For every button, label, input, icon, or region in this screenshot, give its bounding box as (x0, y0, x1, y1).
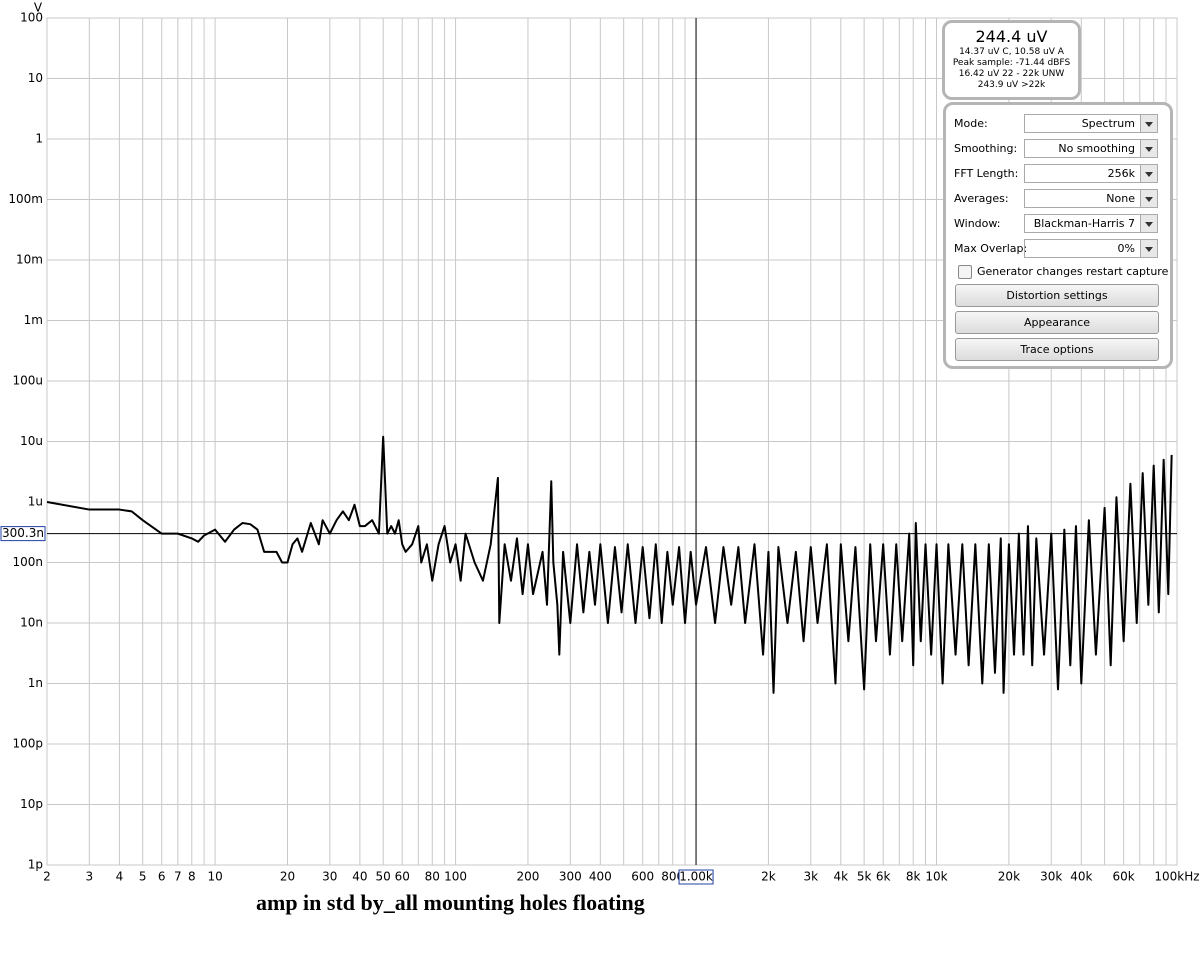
checkbox-label: Generator changes restart capture (977, 265, 1169, 278)
x-tick-label: 3k (803, 870, 818, 884)
dropdown-arrow[interactable] (1145, 247, 1153, 252)
x-tick-label: 7 (174, 870, 182, 884)
readout-line: Peak sample: -71.44 dBFS (952, 58, 1071, 68)
dropdown[interactable]: Spectrum (1024, 114, 1158, 133)
y-tick-label: 1u (28, 495, 43, 509)
button[interactable]: Trace options (955, 338, 1159, 361)
setting-label: Window: (954, 217, 1001, 230)
x-tick-label: 30k (1040, 870, 1062, 884)
y-tick-label: 10p (20, 797, 43, 811)
x-tick-label: 20 (280, 870, 295, 884)
dropdown-arrow[interactable] (1145, 197, 1153, 202)
x-tick-label: 5k (857, 870, 872, 884)
cursor-y-box (0, 526, 46, 542)
chart-title: amp in std by_all mounting holes floatin… (256, 890, 645, 915)
dropdown-arrow[interactable] (1145, 147, 1153, 152)
setting-label: FFT Length: (954, 167, 1019, 180)
x-tick-label: 8 (188, 870, 196, 884)
trace (46, 435, 1173, 694)
x-tick-label: 10 (207, 870, 222, 884)
setting-label: Mode: (954, 117, 988, 130)
y-tick-label: 1m (24, 313, 43, 327)
x-tick-label: 2k (761, 870, 776, 884)
y-tick-label: 100 (20, 11, 43, 25)
y-tick-label: 10 (28, 71, 43, 85)
x-tick-label: 100 (444, 870, 467, 884)
y-unit: V (34, 1, 43, 15)
checkbox[interactable] (958, 265, 972, 279)
x-tick-label: 80 (425, 870, 440, 884)
settings-panel: Mode: Spectrum Smoothing: No smoothing FFT L… (943, 102, 1173, 369)
x-tick-label: 40 (352, 870, 367, 884)
cursor-y-label: 300.3n (2, 526, 44, 540)
dropdown[interactable]: None (1024, 189, 1158, 208)
button[interactable]: Appearance (955, 311, 1159, 334)
y-tick-label: 100n (12, 555, 43, 569)
x-tick-label: 60k (1113, 870, 1135, 884)
readout-line: 16.42 uV 22 - 22k UNW (958, 69, 1065, 79)
setting-label: Max Overlap: (954, 242, 1028, 255)
cursor-x-label: 1.00k (679, 870, 713, 884)
y-tick-label: 10n (20, 616, 43, 630)
dropdown-arrow[interactable] (1145, 172, 1153, 177)
dropdown[interactable]: 256k (1024, 164, 1158, 183)
x-tick-label: 40k (1070, 870, 1092, 884)
x-tick-label: 30 (322, 870, 337, 884)
readout-panel: 244.4 uV 14.37 uV C, 10.58 uV A Peak sampl… (942, 20, 1081, 100)
x-tick-label: 100kHz (1154, 870, 1199, 884)
dropdown[interactable]: 0% (1024, 239, 1158, 258)
x-tick-label: 50 (376, 870, 391, 884)
x-tick-label: 10k (925, 870, 947, 884)
readout-line: 243.9 uV >22k (977, 80, 1046, 90)
y-tick-label: 1n (28, 676, 43, 690)
setting-label: Smoothing: (954, 142, 1018, 155)
x-tick-label: 6k (876, 870, 891, 884)
x-tick-label: 200 (517, 870, 540, 884)
x-tick-label: 800 (661, 870, 684, 884)
readout-line: 14.37 uV C, 10.58 uV A (959, 47, 1064, 57)
x-tick-label: 2 (43, 870, 51, 884)
dropdown[interactable]: No smoothing (1024, 139, 1158, 158)
y-tick-label: 100m (8, 192, 43, 206)
y-tick-label: 10m (16, 253, 43, 267)
y-tick-label: 1p (28, 858, 43, 872)
dropdown-arrow[interactable] (1145, 222, 1153, 227)
x-tick-label: 400 (589, 870, 612, 884)
x-tick-label: 20k (998, 870, 1020, 884)
dropdown-arrow[interactable] (1145, 122, 1153, 127)
setting-label: Averages: (954, 192, 1009, 205)
button[interactable]: Distortion settings (955, 284, 1159, 307)
y-tick-label: 10u (20, 434, 43, 448)
x-tick-label: 4k (834, 870, 849, 884)
x-tick-label: 60 (395, 870, 410, 884)
x-tick-label: 8k (906, 870, 921, 884)
y-tick-label: 1 (35, 132, 43, 146)
cursor-x-box (678, 869, 714, 885)
x-tick-label: 4 (116, 870, 124, 884)
readout-main: 244.4 uV (975, 27, 1048, 46)
y-tick-label: 100p (12, 737, 43, 751)
x-tick-label: 300 (559, 870, 582, 884)
x-tick-label: 3 (86, 870, 94, 884)
x-tick-label: 6 (158, 870, 166, 884)
x-tick-label: 5 (139, 870, 147, 884)
y-tick-label: 100u (12, 374, 43, 388)
dropdown[interactable]: Blackman-Harris 7 (1024, 214, 1158, 233)
x-tick-label: 600 (631, 870, 654, 884)
